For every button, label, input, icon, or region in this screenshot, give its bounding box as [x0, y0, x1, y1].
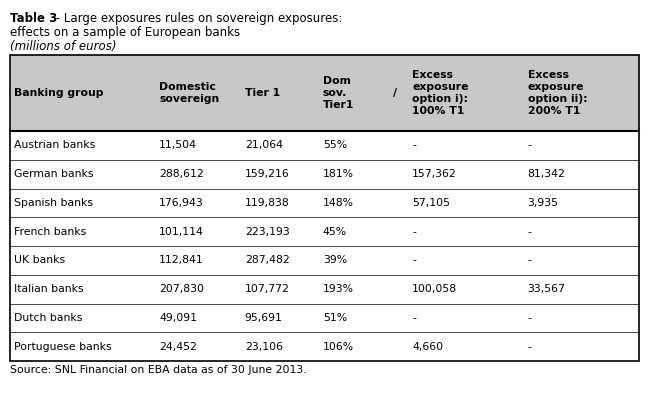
Text: 23,106: 23,106 [245, 342, 283, 352]
Text: 101,114: 101,114 [159, 226, 204, 237]
Text: -: - [528, 226, 532, 237]
Text: 119,838: 119,838 [245, 198, 289, 208]
Text: 193%: 193% [323, 284, 354, 294]
Text: 107,772: 107,772 [245, 284, 289, 294]
Bar [10, 55, 639, 131]
Text: 4,660: 4,660 [412, 342, 443, 352]
Text: -: - [528, 140, 532, 150]
Text: Austrian banks: Austrian banks [14, 140, 95, 150]
Text: 51%: 51% [323, 313, 347, 323]
Text: 288,612: 288,612 [159, 169, 204, 179]
Text: Domestic
sovereign: Domestic sovereign [159, 82, 219, 104]
Text: German banks: German banks [14, 169, 93, 179]
Text: 45%: 45% [323, 226, 347, 237]
Text: 287,482: 287,482 [245, 256, 289, 265]
Text: -: - [412, 313, 416, 323]
Text: 223,193: 223,193 [245, 226, 289, 237]
Text: Italian banks: Italian banks [14, 284, 84, 294]
Text: - Large exposures rules on sovereign exposures:: - Large exposures rules on sovereign exp… [52, 12, 343, 25]
Text: 100,058: 100,058 [412, 284, 458, 294]
Text: -: - [528, 313, 532, 323]
Text: 49,091: 49,091 [159, 313, 197, 323]
Text: 112,841: 112,841 [159, 256, 204, 265]
Text: 3,935: 3,935 [528, 198, 559, 208]
Text: 39%: 39% [323, 256, 347, 265]
Text: 33,567: 33,567 [528, 284, 565, 294]
Text: Tier 1: Tier 1 [245, 88, 280, 98]
Text: 81,342: 81,342 [528, 169, 565, 179]
Text: 176,943: 176,943 [159, 198, 204, 208]
Text: Banking group: Banking group [14, 88, 103, 98]
Text: -: - [412, 256, 416, 265]
Text: 21,064: 21,064 [245, 140, 283, 150]
Text: 181%: 181% [323, 169, 354, 179]
Text: Dutch banks: Dutch banks [14, 313, 82, 323]
Text: (millions of euros): (millions of euros) [10, 40, 117, 53]
Text: -: - [412, 226, 416, 237]
Text: Excess
exposure
option i):
100% T1: Excess exposure option i): 100% T1 [412, 70, 469, 116]
Text: -: - [412, 140, 416, 150]
Text: 159,216: 159,216 [245, 169, 289, 179]
Text: Table 3: Table 3 [10, 12, 57, 25]
Text: Spanish banks: Spanish banks [14, 198, 93, 208]
Text: /: / [393, 88, 397, 98]
Text: 95,691: 95,691 [245, 313, 282, 323]
Text: 55%: 55% [323, 140, 347, 150]
Text: Source: SNL Financial on EBA data as of 30 June 2013.: Source: SNL Financial on EBA data as of … [10, 365, 306, 375]
Text: -: - [528, 256, 532, 265]
Text: French banks: French banks [14, 226, 86, 237]
Text: 148%: 148% [323, 198, 354, 208]
Text: UK banks: UK banks [14, 256, 65, 265]
Text: effects on a sample of European banks: effects on a sample of European banks [10, 26, 240, 39]
Text: 11,504: 11,504 [159, 140, 197, 150]
Text: 207,830: 207,830 [159, 284, 204, 294]
Text: Excess
exposure
option ii):
200% T1: Excess exposure option ii): 200% T1 [528, 70, 587, 116]
Text: 157,362: 157,362 [412, 169, 457, 179]
Bar [10, 55, 639, 361]
Text: 57,105: 57,105 [412, 198, 450, 208]
Text: -: - [528, 342, 532, 352]
Text: Dom
sov.
Tier1: Dom sov. Tier1 [323, 76, 354, 110]
Text: 24,452: 24,452 [159, 342, 197, 352]
Text: Portuguese banks: Portuguese banks [14, 342, 112, 352]
Text: 106%: 106% [323, 342, 354, 352]
